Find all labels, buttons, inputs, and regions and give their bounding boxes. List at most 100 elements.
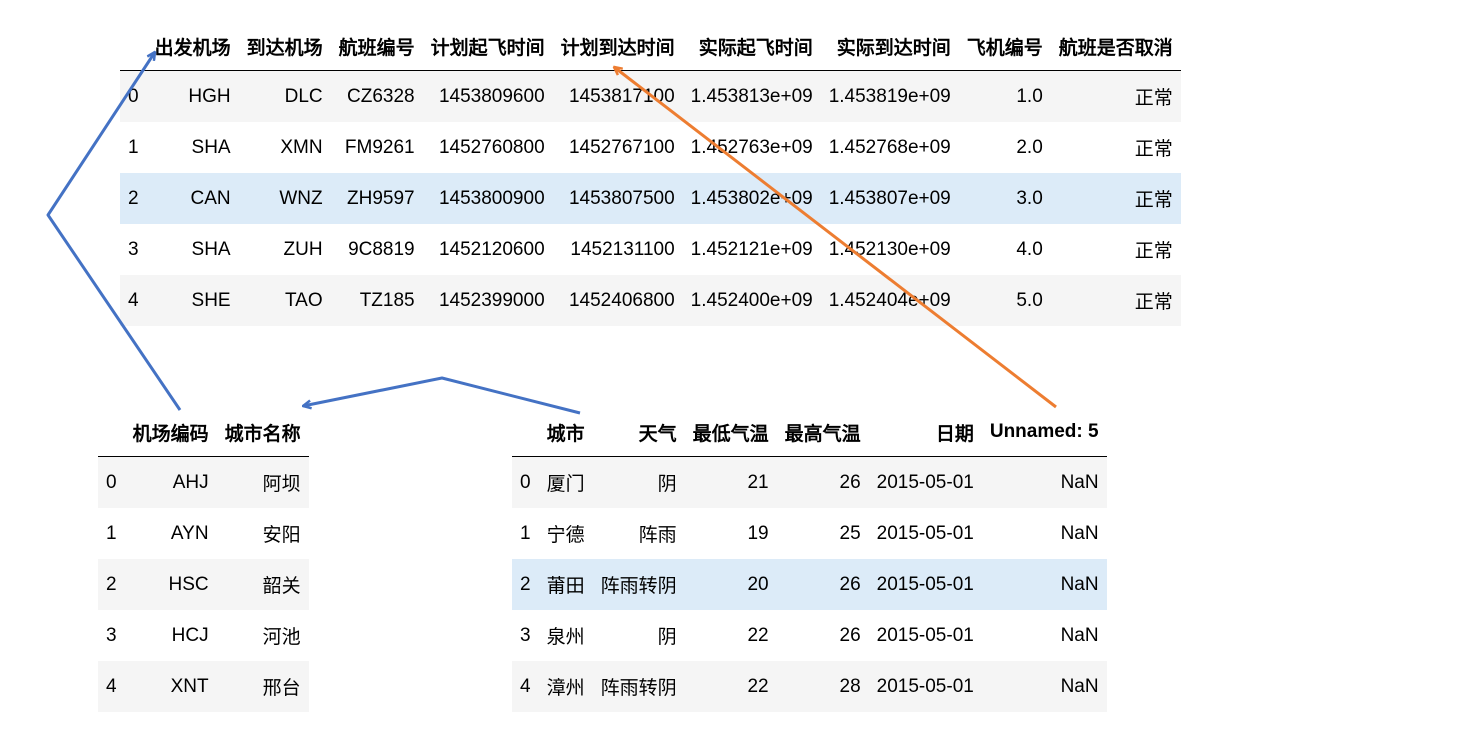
row-index: 1 [128,136,139,158]
flights-table: 出发机场 到达机场 航班编号 计划起飞时间 计划到达时间 实际起飞时间 实际到达… [120,22,1181,326]
table-cell: 19 [747,522,769,544]
table-cell: HSC [168,573,209,595]
index-header [512,408,539,457]
table-cell: ZUH [283,238,323,260]
table-cell: 1453809600 [438,85,545,107]
table-cell: CAN [190,187,231,209]
table-cell: 阵雨 [638,525,677,546]
table-cell: NaN [1060,675,1099,697]
table-cell: HGH [188,85,231,107]
table-cell: 邢台 [262,678,301,699]
row-index: 4 [128,289,139,311]
column-header: 机场编码 [124,408,217,457]
table-cell: 正常 [1134,190,1173,211]
index-header [120,22,147,71]
table-cell: AYN [170,522,209,544]
table-cell: 莆田 [546,576,585,597]
table-cell: 1452120600 [438,238,545,260]
table-cell: 26 [839,624,861,646]
table-cell: 3.0 [1016,187,1043,209]
row-index: 2 [128,187,139,209]
table-cell: NaN [1060,522,1099,544]
table-cell: NaN [1060,471,1099,493]
table-cell: 阵雨转阴 [600,576,677,597]
table-cell: 1.453807e+09 [828,187,951,209]
row-index: 0 [106,471,117,493]
table-cell: NaN [1060,624,1099,646]
table-cell: 26 [839,573,861,595]
table-row: 3 HCJ 河池 [98,610,309,661]
row-index: 4 [106,675,117,697]
column-header: 到达机场 [238,22,331,71]
column-header: Unnamed: 5 [981,408,1107,457]
row-index: 0 [520,471,531,493]
table-header-row: 城市 天气 最低气温 最高气温 日期 Unnamed: 5 [512,408,1107,457]
table-cell: 1452760800 [438,136,545,158]
table-row: 4 XNT 邢台 [98,661,309,712]
table-cell: 1453807500 [568,187,675,209]
table-cell: SHA [191,238,231,260]
table-row: 0 AHJ 阿坝 [98,456,309,508]
table-cell: 2015-05-01 [876,522,974,544]
column-header: 飞机编号 [958,22,1051,71]
table-cell: 1.452768e+09 [828,136,951,158]
table-header-row: 出发机场 到达机场 航班编号 计划起飞时间 计划到达时间 实际起飞时间 实际到达… [120,22,1181,71]
table-cell: 20 [747,573,769,595]
table-cell: 宁德 [546,525,585,546]
airports-table: 机场编码 城市名称 0 AHJ 阿坝 1 AYN 安阳 2 HSC 韶关 3 H… [98,408,309,712]
table-cell: CZ6328 [347,85,415,107]
table-cell: 1.452404e+09 [828,289,951,311]
table-cell: 2.0 [1016,136,1043,158]
table-row: 3 泉州 阴 22 26 2015-05-01 NaN [512,610,1107,661]
column-header: 计划起飞时间 [422,22,553,71]
table-cell: ZH9597 [347,187,415,209]
row-index: 3 [520,624,531,646]
table-cell: FM9261 [344,136,415,158]
row-index: 0 [128,85,139,107]
arrow-date-to-scheduled-departure [614,67,1057,409]
table-cell: HCJ [171,624,209,646]
table-cell: AHJ [172,471,209,493]
table-cell: 1.452763e+09 [690,136,813,158]
column-header: 出发机场 [146,22,239,71]
row-index: 3 [106,624,117,646]
row-index: 1 [106,522,117,544]
table-cell: 5.0 [1016,289,1043,311]
table-cell: 1.452400e+09 [690,289,813,311]
table-cell: DLC [284,85,323,107]
table-cell: 阿坝 [262,474,301,495]
table-cell: 安阳 [262,525,301,546]
table-cell: 阵雨转阴 [600,678,677,699]
table-row: 2 CAN WNZ ZH9597 1453800900 1453807500 1… [120,173,1181,224]
table-cell: 28 [839,675,861,697]
table-cell: WNZ [279,187,323,209]
table-header-row: 机场编码 城市名称 [98,408,309,457]
table-cell: 4.0 [1016,238,1043,260]
table-cell: TAO [284,289,323,311]
table-row: 4 SHE TAO TZ185 1452399000 1452406800 1.… [120,275,1181,326]
table-cell: 正常 [1134,241,1173,262]
table-row: 1 SHA XMN FM9261 1452760800 1452767100 1… [120,122,1181,173]
table-cell: XNT [170,675,209,697]
table-cell: 1452399000 [438,289,545,311]
column-header: 城市名称 [216,408,309,457]
column-header: 计划到达时间 [552,22,683,71]
table-cell: 漳州 [546,678,585,699]
column-header: 最高气温 [776,408,869,457]
column-header: 航班是否取消 [1050,22,1181,71]
table-cell: 1453800900 [438,187,545,209]
table-cell: 1452131100 [570,238,675,260]
table-cell: 2015-05-01 [876,675,974,697]
table-cell: 1453817100 [568,85,675,107]
table-cell: 正常 [1134,292,1173,313]
table-cell: SHA [191,136,231,158]
row-index: 2 [106,573,117,595]
weather-table: 城市 天气 最低气温 最高气温 日期 Unnamed: 5 0 厦门 阴 21 … [512,408,1107,712]
table-cell: TZ185 [359,289,415,311]
column-header: 城市 [538,408,593,457]
row-index: 1 [520,522,531,544]
arrow-city-to-city-name [303,376,581,415]
column-header: 实际到达时间 [820,22,959,71]
table-cell: 26 [839,471,861,493]
